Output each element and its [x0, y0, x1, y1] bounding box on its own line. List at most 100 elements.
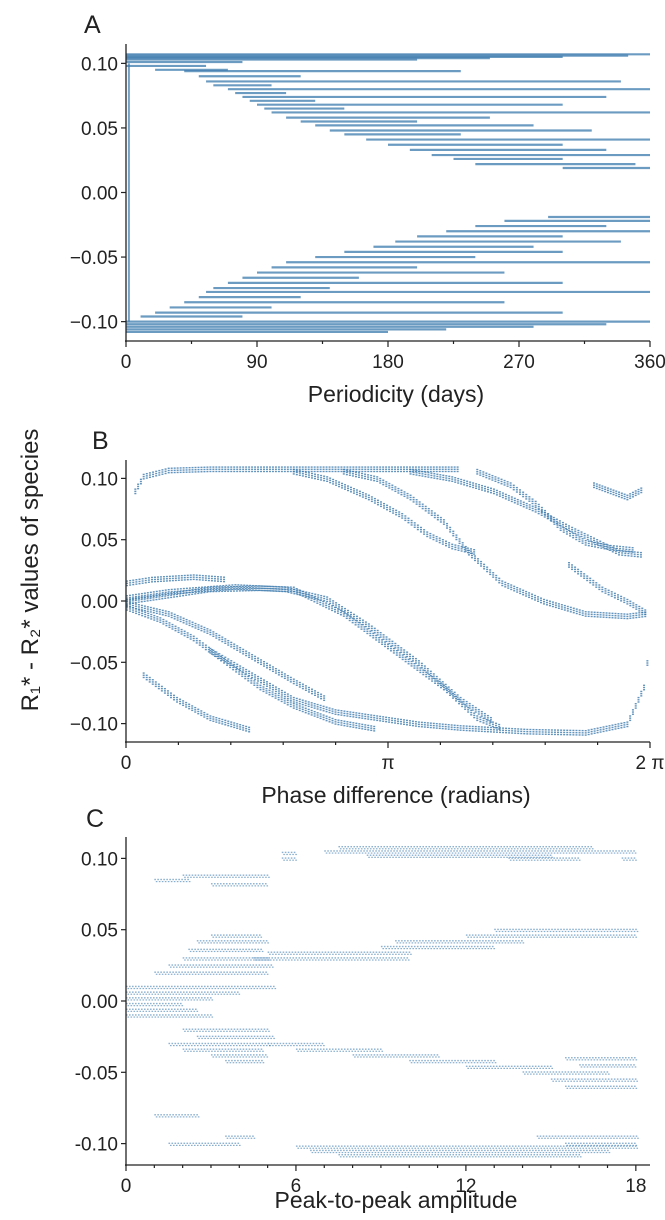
phase-point [162, 623, 165, 625]
amplitude-point [240, 1042, 243, 1045]
phase-point [157, 685, 160, 688]
phase-point [158, 474, 161, 476]
amplitude-point [363, 1056, 365, 1058]
phase-point [552, 516, 555, 519]
phase-point [236, 466, 239, 468]
amplitude-point [487, 948, 490, 950]
phase-point [183, 630, 186, 632]
amplitude-point [183, 991, 185, 993]
amplitude-point [485, 936, 487, 938]
phase-point [224, 638, 227, 640]
phase-point [494, 480, 497, 482]
amplitude-point [168, 1008, 170, 1010]
phase-point [183, 634, 186, 637]
phase-point [173, 591, 176, 594]
phase-point [379, 470, 382, 473]
phase-point [139, 478, 142, 481]
phase-point [471, 730, 474, 732]
amplitude-point [326, 953, 328, 955]
amplitude-point [168, 997, 170, 999]
amplitude-point [591, 934, 594, 936]
amplitude-point [346, 1048, 349, 1050]
amplitude-point [204, 950, 207, 953]
amplitude-point [358, 1048, 361, 1050]
phase-point [637, 699, 640, 701]
phase-point [388, 485, 391, 487]
phase-point [251, 676, 254, 679]
amplitude-point [141, 991, 143, 993]
phase-point [519, 588, 522, 590]
amplitude-point [479, 945, 482, 948]
phase-point [140, 601, 143, 603]
phase-point [479, 716, 482, 718]
phase-point [646, 664, 649, 666]
phase-point [189, 574, 192, 576]
phase-point [498, 579, 501, 582]
amplitude-point [260, 1056, 263, 1058]
amplitude-point [527, 928, 529, 931]
phase-point [146, 597, 149, 600]
phase-point [195, 578, 198, 581]
phase-point [227, 639, 230, 642]
phase-point [210, 580, 213, 582]
amplitude-point [141, 997, 143, 999]
phase-point [129, 582, 132, 584]
phase-point [143, 594, 146, 597]
amplitude-point [209, 948, 211, 951]
amplitude-point [214, 971, 216, 973]
phase-point [472, 484, 475, 486]
phase-point [158, 598, 161, 600]
amplitude-point [171, 985, 173, 988]
phase-point [480, 710, 483, 713]
phase-point [388, 717, 391, 719]
amplitude-point [190, 987, 193, 990]
amplitude-point [178, 1044, 181, 1047]
phase-point [621, 550, 624, 552]
phase-point [370, 468, 373, 470]
phase-point [489, 487, 492, 489]
amplitude-point [141, 985, 143, 988]
phase-point [438, 537, 441, 539]
phase-point [584, 613, 587, 615]
phase-point [432, 675, 435, 677]
amplitude-point [198, 942, 200, 944]
phase-point [268, 590, 271, 592]
amplitude-point [202, 1044, 205, 1047]
phase-point [173, 590, 176, 593]
phase-point [250, 680, 253, 682]
phase-point [409, 658, 412, 660]
phase-point [509, 486, 512, 489]
phase-point [171, 623, 174, 626]
amplitude-point [203, 1048, 206, 1050]
amplitude-point [232, 1050, 234, 1052]
amplitude-point [623, 928, 625, 931]
amplitude-point [172, 993, 175, 995]
phase-point [200, 587, 203, 590]
phase-point [376, 476, 379, 478]
phase-point [340, 710, 343, 712]
amplitude-point [233, 936, 236, 938]
phase-point [553, 523, 556, 525]
amplitude-point [147, 1008, 149, 1010]
amplitude-point [186, 991, 188, 993]
phase-point [388, 642, 391, 645]
phase-point [470, 550, 473, 552]
phase-point [213, 655, 216, 657]
amplitude-point [270, 985, 272, 988]
amplitude-point [530, 928, 532, 931]
phase-point [326, 480, 329, 482]
phase-point [153, 614, 156, 617]
phase-point [367, 474, 370, 476]
amplitude-point [242, 948, 244, 951]
amplitude-point [227, 1056, 230, 1058]
phase-point [242, 466, 245, 468]
amplitude-point [220, 987, 223, 990]
phase-point [504, 581, 507, 584]
phase-point [550, 731, 553, 733]
amplitude-point [308, 1044, 310, 1047]
amplitude-point [416, 945, 419, 948]
amplitude-point [198, 991, 200, 993]
phase-point [376, 719, 379, 722]
phase-point [410, 660, 413, 663]
amplitude-point [193, 1030, 195, 1032]
